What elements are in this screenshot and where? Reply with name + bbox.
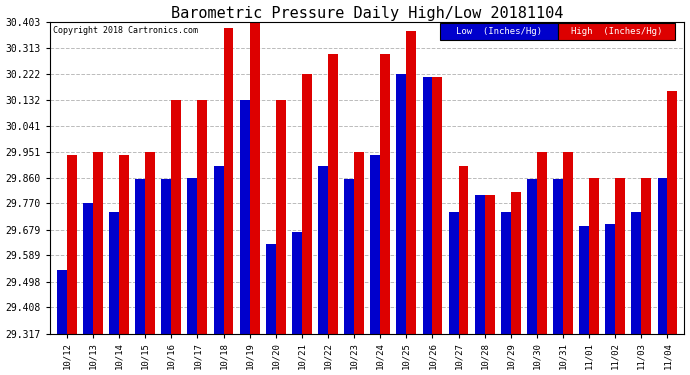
Bar <box>422 77 433 333</box>
Bar <box>433 77 442 333</box>
Bar <box>553 179 563 333</box>
Bar <box>406 31 416 333</box>
Bar <box>667 92 678 333</box>
Bar <box>563 152 573 333</box>
Bar <box>135 179 145 333</box>
Bar <box>250 22 259 333</box>
Text: High  (Inches/Hg): High (Inches/Hg) <box>571 27 662 36</box>
Bar <box>188 178 197 333</box>
Bar <box>631 212 641 333</box>
Bar <box>589 178 599 333</box>
Bar <box>579 226 589 333</box>
Bar <box>119 154 129 333</box>
Bar <box>109 212 119 333</box>
Bar <box>197 100 207 333</box>
Bar <box>448 212 459 333</box>
Bar <box>302 74 312 333</box>
Bar <box>527 179 537 333</box>
Bar <box>537 152 546 333</box>
Bar <box>93 152 103 333</box>
Bar <box>396 74 406 333</box>
Bar <box>328 54 338 333</box>
Text: Copyright 2018 Cartronics.com: Copyright 2018 Cartronics.com <box>53 26 198 35</box>
FancyBboxPatch shape <box>558 23 675 40</box>
Bar <box>459 166 469 333</box>
Bar <box>615 178 625 333</box>
Bar <box>161 179 171 333</box>
Bar <box>224 28 233 333</box>
Title: Barometric Pressure Daily High/Low 20181104: Barometric Pressure Daily High/Low 20181… <box>171 6 563 21</box>
Bar <box>57 270 67 333</box>
Bar <box>354 152 364 333</box>
Bar <box>266 244 276 333</box>
Bar <box>83 204 93 333</box>
Bar <box>318 166 328 333</box>
Bar <box>344 179 354 333</box>
Bar <box>171 100 181 333</box>
Bar <box>475 195 484 333</box>
Bar <box>67 154 77 333</box>
Bar <box>658 178 667 333</box>
Bar <box>641 178 651 333</box>
Bar <box>380 54 390 333</box>
Bar <box>214 166 224 333</box>
Bar <box>511 192 521 333</box>
Bar <box>605 224 615 333</box>
Bar <box>292 232 302 333</box>
Text: Low  (Inches/Hg): Low (Inches/Hg) <box>456 27 542 36</box>
Bar <box>501 212 511 333</box>
FancyBboxPatch shape <box>440 23 558 40</box>
Bar <box>484 195 495 333</box>
Bar <box>276 100 286 333</box>
Bar <box>239 100 250 333</box>
Bar <box>145 152 155 333</box>
Bar <box>371 154 380 333</box>
